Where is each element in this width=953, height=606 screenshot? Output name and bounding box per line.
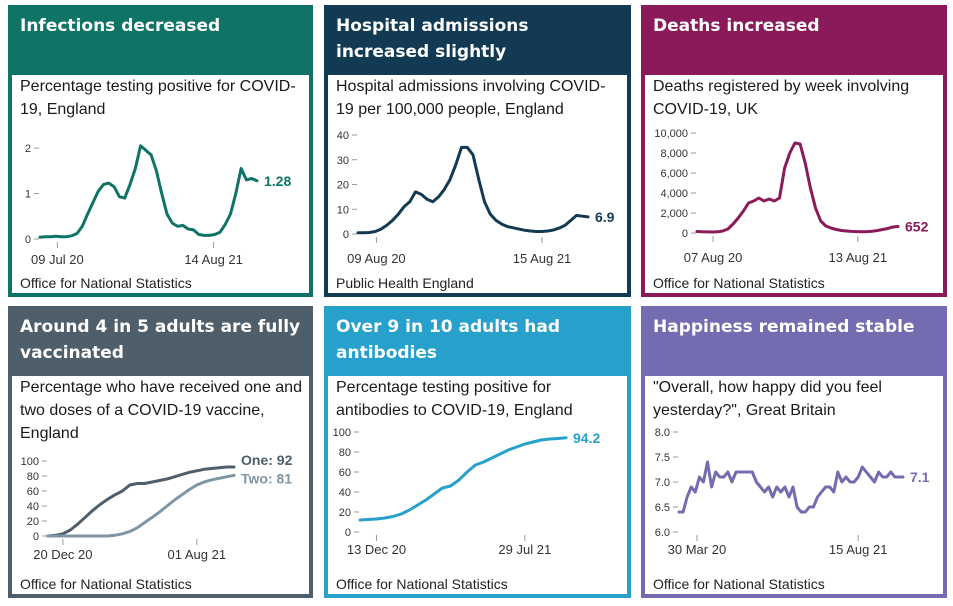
deaths-subtitle: Deaths registered by week involving COVI… xyxy=(653,78,910,118)
y-tick-label: 7.0 xyxy=(655,477,670,489)
y-tick-label: 80 xyxy=(339,447,351,459)
deaths-card: Deaths increased Deaths registered by we… xyxy=(641,5,947,297)
infections-source: Office for National Statistics xyxy=(20,275,192,291)
hospital-subtitle: Hospital admissions involving COVID-19 p… xyxy=(336,78,606,118)
y-tick-label: 80 xyxy=(27,471,39,483)
deaths-source: Office for National Statistics xyxy=(653,275,825,291)
y-tick-label: 30 xyxy=(337,155,349,167)
x-tick-label: 09 Jul 20 xyxy=(31,252,84,267)
y-tick-label: 60 xyxy=(339,467,351,479)
y-tick-label: 20 xyxy=(27,516,39,528)
series-line xyxy=(356,145,590,235)
x-tick-label: 01 Aug 21 xyxy=(168,547,227,562)
y-tick-label: 0 xyxy=(25,234,31,246)
x-tick-label: 15 Aug 21 xyxy=(829,542,888,557)
series-end-label: 7.1 xyxy=(910,469,930,485)
x-tick-label: 29 Jul 21 xyxy=(498,542,551,557)
vaccination-chart: 0 20 40 60 80 100 One: 92 Two: 81 20 Dec 20 01 Au… xyxy=(21,452,293,562)
x-tick-label: 20 Dec 20 xyxy=(33,547,92,562)
vaccination-heading: Around 4 in 5 adults are fully vaccinate… xyxy=(12,310,309,376)
series-end-label: 652 xyxy=(905,218,929,234)
infections-heading: Infections decreased xyxy=(12,9,309,75)
series-end-label: Two: 81 xyxy=(241,470,292,486)
y-tick-label: 20 xyxy=(339,507,351,519)
antibodies-chart: 0 20 40 60 80 100 94.2 13 Dec 20 29 Jul 21 xyxy=(333,427,601,557)
hospital-chart: 0 10 20 30 40 6.9 09 Aug 20 15 Aug 21 xyxy=(337,130,615,266)
y-tick-label: 100 xyxy=(333,427,351,439)
deaths-heading: Deaths increased xyxy=(645,9,943,75)
antibodies-subtitle: Percentage testing positive for antibodi… xyxy=(336,379,573,419)
x-tick-label: 30 Mar 20 xyxy=(668,542,727,557)
series-line xyxy=(695,141,900,234)
y-tick-label: 0 xyxy=(343,229,349,241)
y-tick-label: 2,000 xyxy=(660,208,688,220)
y-tick-label: 4,000 xyxy=(660,188,688,200)
y-tick-label: 0 xyxy=(345,527,351,539)
x-tick-label: 09 Aug 20 xyxy=(347,251,406,266)
series-end-label: One: 92 xyxy=(241,452,293,468)
x-tick-label: 13 Aug 21 xyxy=(829,250,888,265)
antibodies-heading: Over 9 in 10 adults had antibodies xyxy=(328,310,627,376)
y-tick-label: 40 xyxy=(27,501,39,513)
x-tick-label: 15 Aug 21 xyxy=(513,251,572,266)
series-line xyxy=(38,144,259,239)
y-tick-label: 0 xyxy=(682,228,688,240)
x-tick-label: 13 Dec 20 xyxy=(347,542,406,557)
y-tick-label: 6,000 xyxy=(660,168,688,180)
series-end-label: 6.9 xyxy=(595,209,615,225)
series-line xyxy=(677,460,905,514)
y-tick-label: 10 xyxy=(337,204,349,216)
series-line xyxy=(46,465,236,538)
vaccination-source: Office for National Statistics xyxy=(20,576,192,592)
y-tick-label: 2 xyxy=(25,143,31,155)
y-tick-label: 40 xyxy=(337,130,349,142)
series-end-label: 1.28 xyxy=(264,173,291,189)
happiness-chart: 6.0 6.5 7.0 7.5 8.0 7.1 30 Mar 20 15 Aug 21 xyxy=(655,427,930,557)
series-line xyxy=(46,473,236,538)
y-tick-label: 40 xyxy=(339,487,351,499)
series-line xyxy=(358,436,568,522)
y-tick-label: 100 xyxy=(21,456,39,468)
series-end-label: 94.2 xyxy=(573,430,600,446)
happiness-heading: Happiness remained stable xyxy=(645,310,943,376)
y-tick-label: 8,000 xyxy=(660,148,688,160)
happiness-card: Happiness remained stable "Overall, how … xyxy=(641,306,947,598)
hospital-source: Public Health England xyxy=(336,275,474,291)
deaths-chart: 0 2,000 4,000 6,000 8,000 10,000 652 07 Aug 20 1… xyxy=(654,128,929,265)
vaccination-subtitle: Percentage who have received one and two… xyxy=(20,379,302,442)
x-tick-label: 07 Aug 20 xyxy=(684,250,743,265)
y-tick-label: 8.0 xyxy=(655,427,670,439)
y-tick-label: 20 xyxy=(337,180,349,192)
antibodies-card: Over 9 in 10 adults had antibodies Perce… xyxy=(324,306,631,598)
hospital-heading: Hospital admissions increased slightly xyxy=(328,9,627,75)
y-tick-label: 0 xyxy=(33,531,39,543)
y-tick-label: 1 xyxy=(25,189,31,201)
y-tick-label: 60 xyxy=(27,486,39,498)
infections-subtitle: Percentage testing positive for COVID-19… xyxy=(20,78,296,118)
happiness-source: Office for National Statistics xyxy=(653,576,825,592)
infections-card: Infections decreased Percentage testing … xyxy=(8,5,313,297)
infections-chart: 0 1 2 1.28 09 Jul 20 14 Aug 21 xyxy=(25,143,292,267)
hospital-card: Hospital admissions increased slightly H… xyxy=(324,5,631,297)
happiness-subtitle: "Overall, how happy did you feel yesterd… xyxy=(653,379,882,419)
vaccination-card: Around 4 in 5 adults are fully vaccinate… xyxy=(8,306,313,598)
y-tick-label: 6.0 xyxy=(655,527,670,539)
y-tick-label: 7.5 xyxy=(655,452,670,464)
antibodies-source: Office for National Statistics xyxy=(336,576,508,592)
y-tick-label: 6.5 xyxy=(655,502,670,514)
x-tick-label: 14 Aug 21 xyxy=(184,252,243,267)
y-tick-label: 10,000 xyxy=(654,128,688,140)
